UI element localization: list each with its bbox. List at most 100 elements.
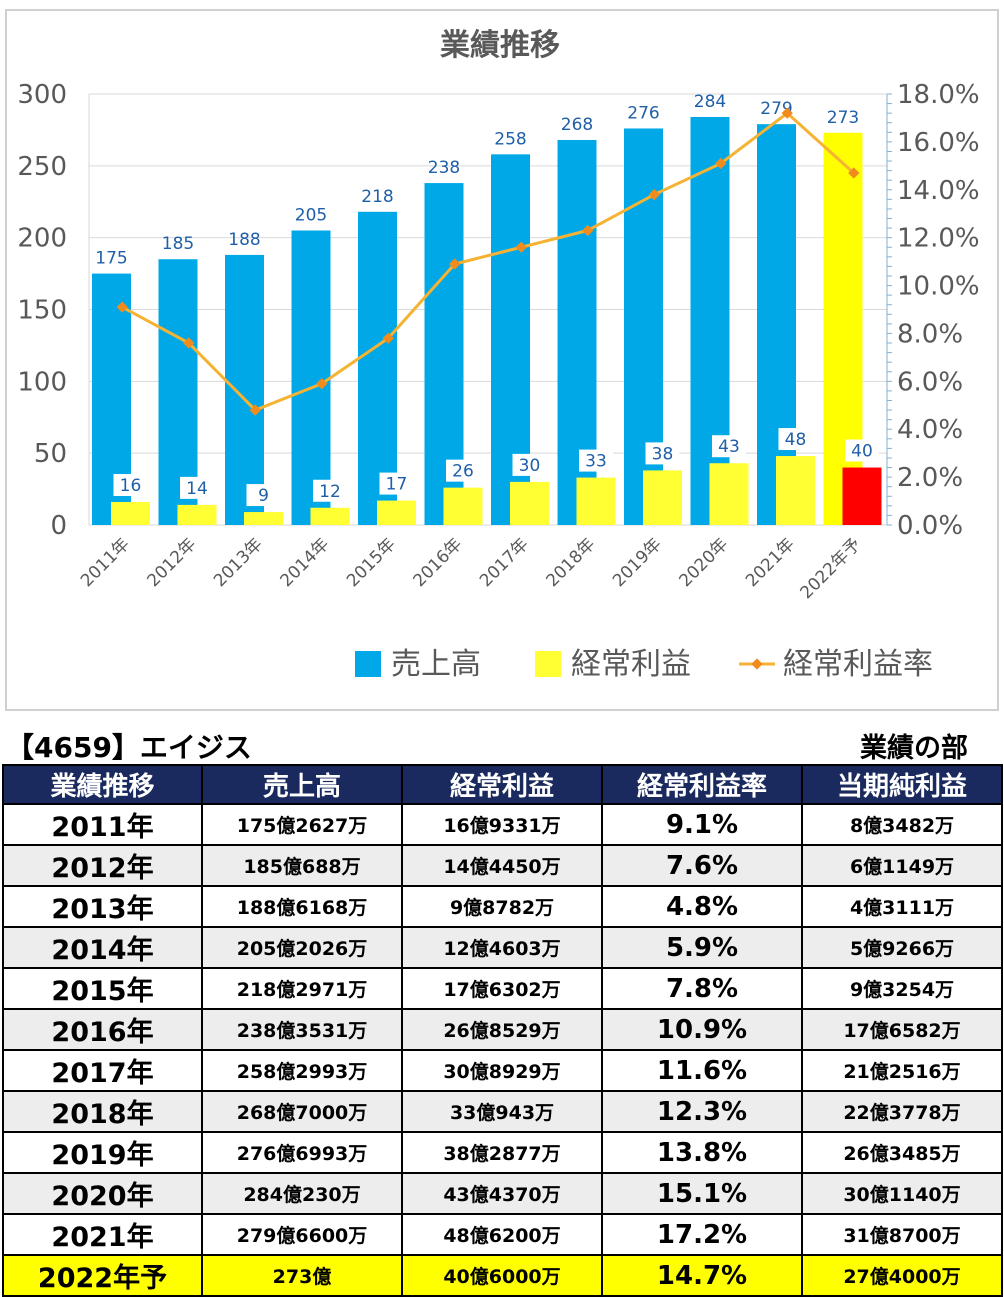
y2-tick-label: 14.0% bbox=[897, 176, 980, 206]
margin-point bbox=[848, 167, 860, 179]
sales-data-label: 218 bbox=[361, 187, 393, 207]
cell-year: 2014年 bbox=[2, 926, 203, 969]
table-row: 2012年 185億688万 14億4450万 7.6% 6億1149万 bbox=[2, 844, 1003, 887]
ordinary-profit-data-label: 40 bbox=[851, 442, 873, 462]
ordinary-profit-data-label: 9 bbox=[258, 486, 269, 506]
cell-ordinary-profit: 38億2877万 bbox=[401, 1131, 603, 1174]
x-tick-label: 2021年 bbox=[742, 534, 799, 591]
company-title: 【4659】エイジス bbox=[6, 731, 252, 764]
sales-data-label: 268 bbox=[561, 115, 593, 135]
sales-bar bbox=[225, 254, 264, 525]
margin-point bbox=[515, 241, 527, 253]
x-tick-label: 2012年 bbox=[144, 534, 201, 591]
sales-bar bbox=[291, 230, 331, 525]
heading-row: 【4659】エイジス 業績の部 bbox=[0, 726, 1004, 764]
cell-sales: 273億 bbox=[201, 1254, 403, 1297]
cell-margin: 5.9% bbox=[601, 926, 803, 969]
cell-margin: 7.8% bbox=[601, 967, 803, 1010]
legend-swatch-sales bbox=[355, 651, 381, 677]
ordinary-profit-data-label: 30 bbox=[519, 456, 541, 476]
profit-label-bg bbox=[645, 442, 680, 465]
ordinary-profit-data-label: 26 bbox=[452, 462, 474, 482]
margin-point bbox=[316, 378, 328, 390]
ordinary-profit-bar bbox=[111, 502, 150, 525]
table-row: 2014年 205億2026万 12億4603万 5.9% 5億9266万 bbox=[2, 926, 1003, 969]
profit-label-bg bbox=[446, 459, 480, 482]
sales-data-label: 276 bbox=[627, 103, 659, 123]
cell-sales: 238億3531万 bbox=[201, 1008, 403, 1051]
sales-data-label: 273 bbox=[827, 108, 859, 128]
y-tick-label: 0 bbox=[50, 511, 67, 541]
header-period: 業績推移 bbox=[2, 764, 203, 805]
y2-tick-label: 2.0% bbox=[897, 463, 963, 493]
cell-sales: 188億6168万 bbox=[201, 885, 403, 928]
cell-margin: 14.7% bbox=[601, 1254, 803, 1297]
cell-sales: 279億6600万 bbox=[201, 1213, 403, 1256]
cell-year: 2015年 bbox=[2, 967, 203, 1010]
cell-net-income: 6億1149万 bbox=[801, 844, 1003, 887]
legend-marker-margin bbox=[751, 658, 763, 670]
header-ordinary-profit: 経常利益 bbox=[401, 764, 603, 805]
sales-data-label: 188 bbox=[228, 230, 260, 250]
margin-point bbox=[449, 258, 461, 270]
profit-label-bg bbox=[180, 476, 214, 499]
sales-data-label: 284 bbox=[694, 92, 726, 112]
ordinary-profit-bar bbox=[310, 507, 350, 525]
profit-label-bg bbox=[845, 439, 879, 462]
cell-year: 2020年 bbox=[2, 1172, 203, 1215]
ordinary-profit-data-label: 16 bbox=[120, 476, 142, 496]
sales-data-label: 175 bbox=[95, 249, 127, 269]
cell-ordinary-profit: 9億8782万 bbox=[401, 885, 603, 928]
x-tick-label: 2015年 bbox=[343, 534, 400, 591]
ordinary-profit-bar bbox=[643, 470, 682, 525]
ordinary-profit-bar bbox=[709, 463, 749, 525]
y2-tick-label: 18.0% bbox=[897, 80, 980, 110]
cell-net-income: 21億2516万 bbox=[801, 1049, 1003, 1092]
cell-sales: 284億230万 bbox=[201, 1172, 403, 1215]
x-tick-label: 2020年 bbox=[676, 534, 733, 591]
cell-sales: 268億7000万 bbox=[201, 1090, 403, 1133]
cell-sales: 276億6993万 bbox=[201, 1131, 403, 1174]
margin-point bbox=[249, 404, 261, 416]
x-tick-label: 2011年 bbox=[77, 534, 134, 591]
cell-ordinary-profit: 43億4370万 bbox=[401, 1172, 603, 1215]
y2-tick-label: 6.0% bbox=[897, 367, 963, 397]
sales-data-label: 258 bbox=[494, 129, 526, 149]
margin-point bbox=[382, 332, 394, 344]
section-title: 業績の部 bbox=[860, 733, 968, 764]
cell-year: 2011年 bbox=[2, 803, 203, 846]
x-tick-label: 2017年 bbox=[476, 534, 533, 591]
cell-sales: 218億2971万 bbox=[201, 967, 403, 1010]
cell-year: 2013年 bbox=[2, 885, 203, 928]
cell-margin: 9.1% bbox=[601, 803, 803, 846]
legend-label-sales: 売上高 bbox=[391, 647, 481, 682]
ordinary-profit-bar bbox=[177, 504, 217, 525]
performance-chart: 業績推移 0 50 100 150 200 250 300 0.0% 2.0% 4.0% 6.0% 8.… bbox=[17, 28, 980, 682]
y2-tick-label: 0.0% bbox=[897, 511, 963, 541]
table-row: 2018年 268億7000万 33億943万 12.3% 22億3778万 bbox=[2, 1090, 1003, 1133]
cell-net-income: 17億6582万 bbox=[801, 1008, 1003, 1051]
margin-point bbox=[648, 188, 660, 201]
table-header-row: 業績推移 売上高 経常利益 経常利益率 当期純利益 bbox=[2, 764, 1003, 805]
cell-year: 2019年 bbox=[2, 1131, 203, 1174]
y-tick-label: 50 bbox=[34, 439, 67, 469]
profit-label-bg bbox=[379, 472, 414, 495]
cell-net-income: 8億3482万 bbox=[801, 803, 1003, 846]
ordinary-profit-bar bbox=[776, 456, 815, 525]
cell-margin: 17.2% bbox=[601, 1213, 803, 1256]
legend-swatch-ordinary-profit bbox=[535, 651, 561, 677]
ordinary-profit-data-label: 12 bbox=[319, 482, 341, 502]
cell-margin: 4.8% bbox=[601, 885, 803, 928]
ordinary-profit-bar bbox=[576, 477, 616, 525]
cell-ordinary-profit: 16億9331万 bbox=[401, 803, 603, 846]
profit-label-bg bbox=[579, 449, 613, 472]
y2-tick-label: 8.0% bbox=[897, 319, 963, 349]
ordinary-profit-data-label: 14 bbox=[186, 479, 208, 499]
ordinary-profit-bar bbox=[377, 500, 416, 525]
ordinary-profit-data-label: 33 bbox=[585, 452, 607, 472]
table-row: 2017年 258億2993万 30億8929万 11.6% 21億2516万 bbox=[2, 1049, 1003, 1092]
header-net-income: 当期純利益 bbox=[801, 764, 1003, 805]
table-row: 2019年 276億6993万 38億2877万 13.8% 26億3485万 bbox=[2, 1131, 1003, 1174]
x-tick-label: 2022年予 bbox=[797, 534, 866, 603]
profit-label-bg bbox=[512, 453, 547, 476]
